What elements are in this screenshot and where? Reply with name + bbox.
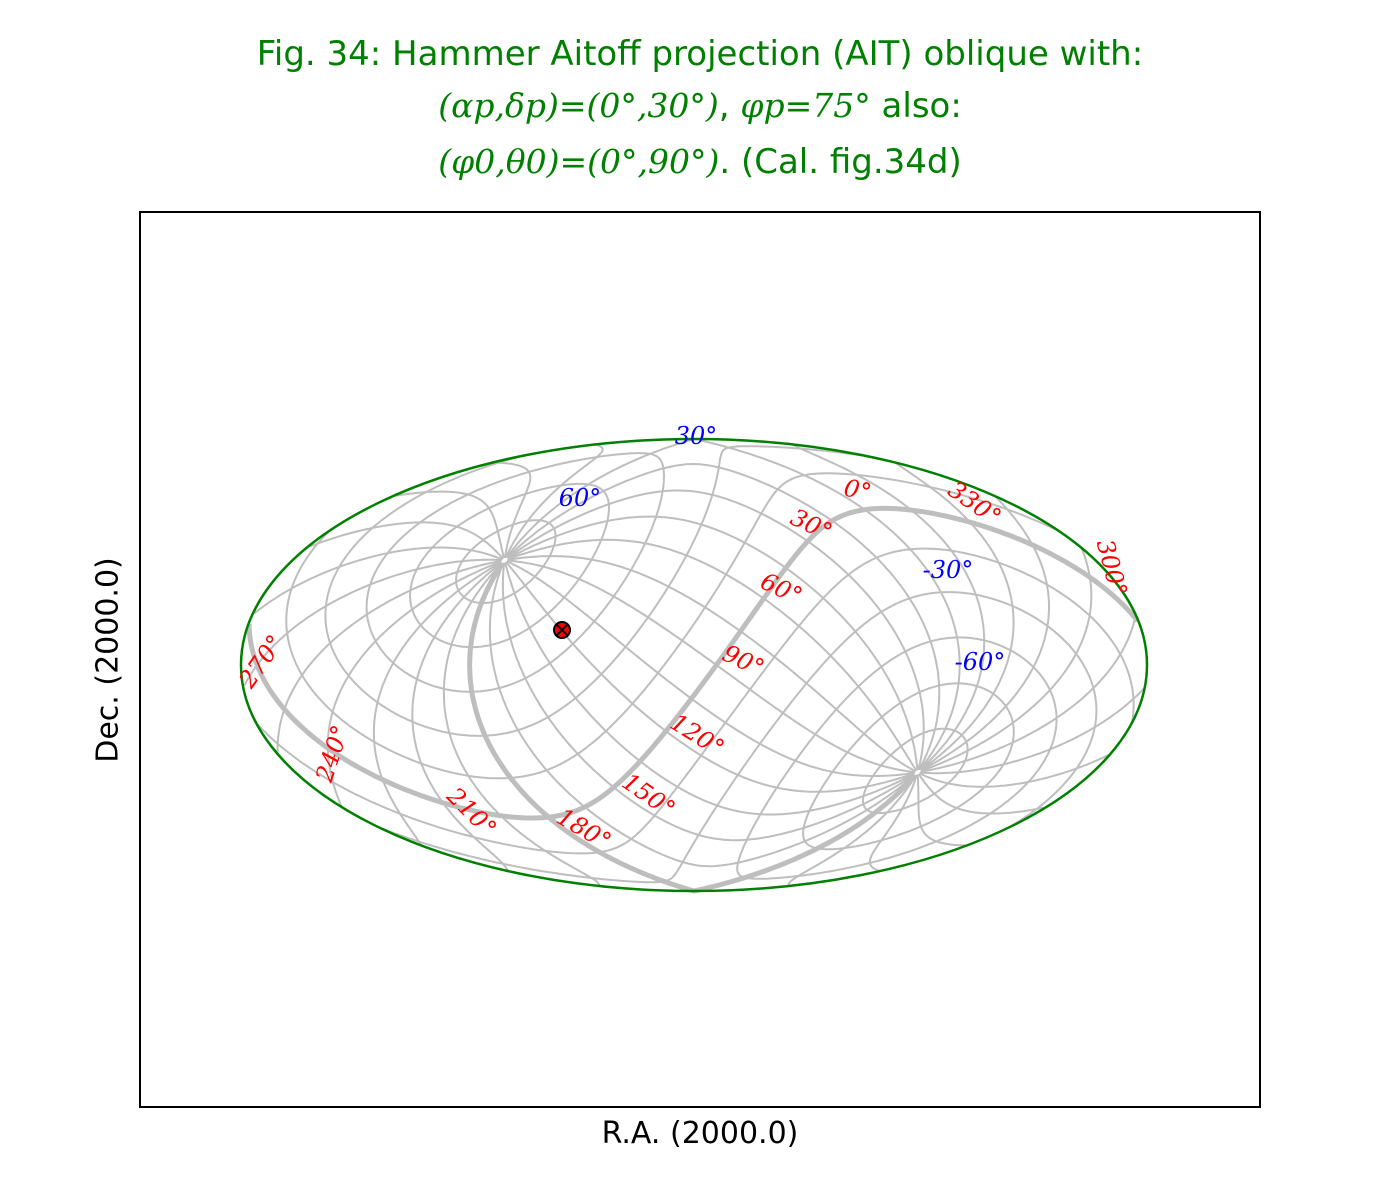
plot-frame: [139, 211, 1261, 1108]
y-axis-label: Dec. (2000.0): [90, 557, 126, 763]
ra-label-60: 60°: [756, 567, 806, 610]
x-axis-label: R.A. (2000.0): [601, 1116, 799, 1151]
meridian-line: [253, 546, 1137, 773]
meridian-line: [505, 438, 961, 771]
ra-label-0: 0°: [841, 474, 874, 507]
ra-label-240: 240°: [310, 722, 355, 787]
projection-center-marker: [553, 621, 571, 639]
meridian-line: [494, 461, 1015, 771]
meridian-line: [501, 562, 915, 842]
ra-label-150: 150°: [617, 767, 680, 823]
figure-title-line3: (φ0,θ0)=(0°,90°). (Cal. fig.34d): [438, 142, 962, 182]
parallel-line: [382, 591, 1098, 884]
meridian-line: [372, 561, 966, 847]
ra-label-180: 180°: [552, 802, 616, 855]
meridian-line: [309, 521, 1093, 773]
meridian-line: [326, 560, 1044, 815]
meridian-line: [395, 490, 1050, 772]
projection-boundary: [239, 437, 1149, 893]
dec-label-minus60: -60°: [955, 648, 1006, 676]
parallel-line: [256, 547, 1135, 855]
figure-title-line1: Fig. 34: Hammer Aitoff projection (AIT) …: [256, 34, 1144, 74]
ra-label-30: 30°: [786, 503, 836, 546]
parallel-line: [285, 472, 1057, 780]
meridian-line: [243, 558, 1146, 775]
dec-label-30: 30°: [675, 422, 718, 450]
parallel-line: [736, 636, 1058, 880]
graticule: [243, 438, 1146, 893]
parallel-line: [324, 445, 862, 737]
ra-label-300: 300°: [1091, 536, 1133, 599]
meridian-line: [411, 561, 918, 872]
dec-label-minus30: -30°: [923, 556, 974, 584]
meridian-line: [442, 562, 917, 886]
prime-meridian-line: [467, 561, 918, 894]
figure-title-line2: (αp,δp)=(0°,30°), φp=75° also:: [438, 86, 962, 126]
meridian-line: [504, 443, 986, 771]
graticule-emphasis: [246, 505, 1140, 894]
dec-label-60: 60°: [559, 484, 602, 512]
equator-line: [246, 505, 1140, 821]
